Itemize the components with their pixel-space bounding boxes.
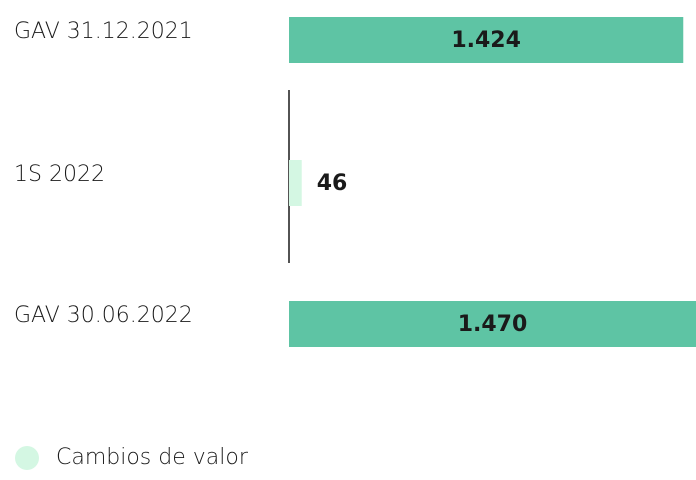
category-label: GAV 30.06.2022 [14,303,193,328]
category-label: GAV 31.12.2021 [14,19,193,44]
legend-swatch [15,446,39,470]
bar [289,17,684,63]
value-label: 1.424 [451,28,521,53]
category-label: 1S 2022 [14,162,105,187]
bar [289,301,696,347]
bar [289,160,302,206]
value-label: 1.470 [458,312,528,337]
value-label: 46 [317,171,348,196]
legend-label: Cambios de valor [56,445,249,470]
